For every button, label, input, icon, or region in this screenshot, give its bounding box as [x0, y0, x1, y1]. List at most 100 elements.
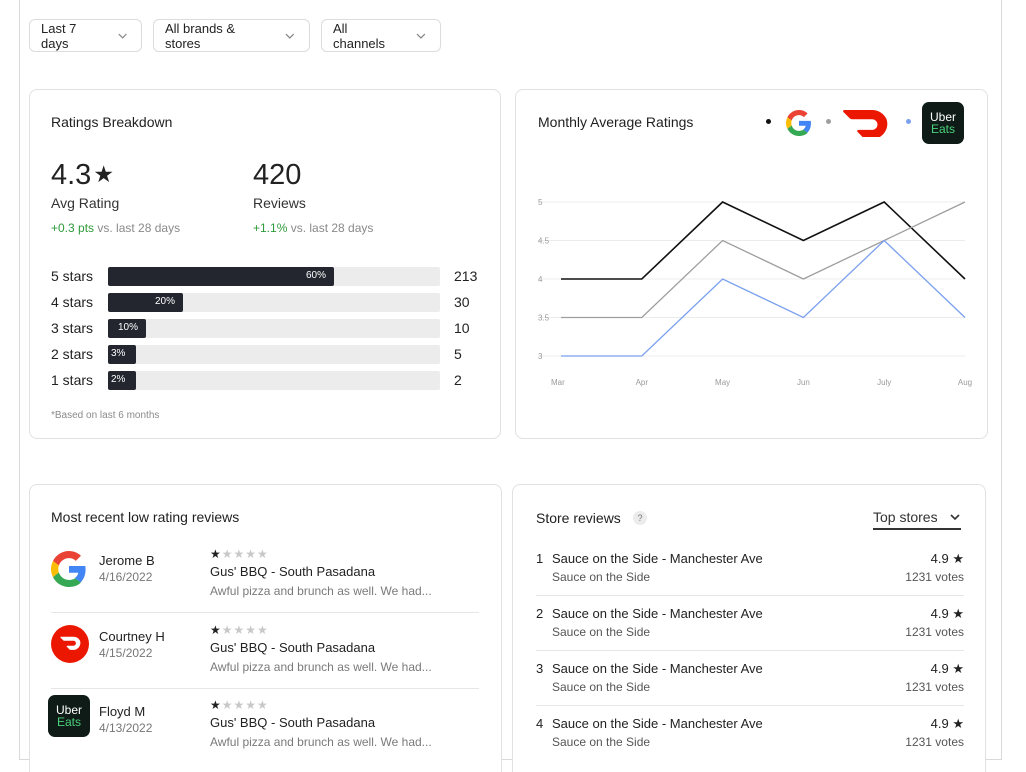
review-store: Gus' BBQ - South Pasadana: [210, 715, 376, 730]
avg-rating-delta: +0.3 pts vs. last 28 days: [51, 221, 180, 235]
x-tick-label: Jun: [797, 378, 810, 387]
x-tick-label: Mar: [551, 378, 565, 387]
store-score: 4.9 ★: [930, 551, 964, 566]
rating-bar-fill: [108, 370, 136, 390]
review-stars: ★★★★★: [210, 698, 269, 712]
ubereats-logo-top: Uber: [929, 110, 956, 124]
chevron-down-icon: [118, 33, 127, 39]
y-tick-label: 3.5: [538, 314, 550, 323]
rating-bar-row: 3 stars 10% 10: [51, 318, 481, 338]
store-row[interactable]: 2 Sauce on the Side - Manchester Ave Sau…: [513, 606, 987, 661]
rating-bar-track: 2%: [108, 370, 440, 390]
reviewer-name: Floyd M: [99, 704, 146, 719]
monthly-average-ratings-title: Monthly Average Ratings: [538, 114, 694, 130]
y-tick-label: 5: [538, 198, 543, 207]
star-empty-icons: ★★★★: [221, 623, 269, 637]
google-logo-icon: [51, 551, 86, 587]
divider: [51, 688, 479, 689]
ubereats-logo-bottom: Eats: [930, 122, 955, 136]
review-item[interactable]: Jerome B 4/16/2022 ★★★★★ Gus' BBQ - Sout…: [30, 547, 503, 625]
legend-dot-google: [766, 119, 771, 124]
store-row[interactable]: 3 Sauce on the Side - Manchester Ave Sau…: [513, 661, 987, 716]
store-rank: 4: [536, 716, 544, 731]
review-item[interactable]: Uber Eats Floyd M 4/13/2022 ★★★★★ Gus' B…: [30, 695, 503, 772]
review-store: Gus' BBQ - South Pasadana: [210, 564, 376, 579]
footnote: *Based on last 6 months: [51, 410, 160, 421]
ubereats-logo-icon: Uber Eats: [922, 102, 964, 144]
store-rank: 3: [536, 661, 544, 676]
store-row[interactable]: 4 Sauce on the Side - Manchester Ave Sau…: [513, 716, 987, 771]
help-icon[interactable]: ?: [633, 511, 647, 525]
reviews-delta: +1.1% vs. last 28 days: [253, 221, 373, 235]
chevron-down-icon: [285, 33, 295, 39]
rating-bar-count: 30: [454, 294, 470, 310]
channels-label: All channels: [333, 20, 386, 51]
rating-bar-label: 2 stars: [51, 346, 94, 362]
filter-bar: Last 7 days All brands & stores All chan…: [29, 19, 441, 52]
reviews-delta-value: +1.1%: [253, 221, 288, 235]
top-stores-dropdown[interactable]: Top stores: [873, 509, 961, 530]
avg-rating-number: 4.3: [51, 159, 92, 191]
rating-bar-fill: [108, 292, 183, 312]
rating-bar-count: 2: [454, 372, 462, 388]
review-stars: ★★★★★: [210, 547, 269, 561]
low-rating-reviews-card: Most recent low rating reviews Jerome B …: [29, 484, 502, 772]
divider: [536, 595, 964, 596]
ubereats-logo-top: Uber: [55, 703, 82, 717]
y-tick-label: 4.5: [538, 237, 550, 246]
top-stores-label: Top stores: [873, 509, 938, 525]
series-line-google: [561, 201, 966, 280]
store-score: 4.9 ★: [930, 606, 964, 621]
legend-dot-ubereats: [906, 119, 911, 124]
store-brand: Sauce on the Side: [552, 735, 651, 749]
store-name: Sauce on the Side - Manchester Ave: [552, 716, 763, 731]
avg-rating-delta-suffix: vs. last 28 days: [97, 221, 181, 235]
star-filled-icon: ★: [210, 623, 222, 637]
brands-stores-dropdown[interactable]: All brands & stores: [153, 19, 310, 52]
ratings-line-chart: 3 3.5 4 4.5 5 Mar Apr May Jun July Aug: [538, 198, 972, 387]
chevron-down-icon: [950, 514, 960, 521]
google-logo-icon: [786, 110, 811, 136]
rating-bar-percent: 2%: [111, 373, 126, 385]
store-name: Sauce on the Side - Manchester Ave: [552, 661, 763, 676]
store-brand: Sauce on the Side: [552, 680, 651, 694]
store-reviews-title: Store reviews: [536, 510, 621, 526]
avg-rating-label: Avg Rating: [51, 195, 120, 211]
store-brand: Sauce on the Side: [552, 570, 651, 584]
x-tick-label: July: [877, 378, 891, 387]
channels-dropdown[interactable]: All channels: [321, 19, 441, 52]
y-tick-label: 3: [538, 352, 543, 361]
ratings-breakdown-card: Ratings Breakdown 4.3★ Avg Rating +0.3 p…: [29, 89, 501, 439]
ubereats-logo-bottom: Eats: [56, 715, 81, 729]
store-name: Sauce on the Side - Manchester Ave: [552, 551, 763, 566]
rating-bar-track: 10%: [108, 318, 440, 338]
date-range-label: Last 7 days: [41, 20, 77, 51]
review-date: 4/15/2022: [99, 646, 153, 660]
rating-bar-percent: 20%: [154, 295, 175, 307]
y-tick-label: 4: [538, 275, 543, 284]
doordash-logo-icon: [51, 625, 89, 663]
doordash-logo-icon: [843, 110, 888, 137]
review-store: Gus' BBQ - South Pasadana: [210, 640, 376, 655]
reviews-count: 420: [253, 159, 302, 191]
rating-bar-row: 4 stars 20% 30: [51, 292, 481, 312]
rating-bar-count: 10: [454, 320, 470, 336]
monthly-average-ratings-card: Monthly Average Ratings Uber Eats 3 3.5 4 4…: [515, 89, 988, 439]
reviewer-name: Jerome B: [99, 553, 155, 568]
store-row[interactable]: 1 Sauce on the Side - Manchester Ave Sau…: [513, 551, 987, 606]
store-votes: 1231 votes: [905, 625, 964, 639]
avg-rating-delta-value: +0.3 pts: [51, 221, 95, 235]
rating-bar-fill: [108, 344, 136, 364]
rating-bar-percent: 3%: [111, 347, 126, 359]
review-item[interactable]: Courtney H 4/15/2022 ★★★★★ Gus' BBQ - So…: [30, 623, 503, 701]
store-name: Sauce on the Side - Manchester Ave: [552, 606, 763, 621]
store-score: 4.9 ★: [930, 716, 964, 731]
review-text: Awful pizza and brunch as well. We had..…: [210, 660, 432, 674]
star-icon: ★: [93, 161, 114, 187]
rating-bar-count: 213: [454, 268, 478, 284]
date-range-dropdown[interactable]: Last 7 days: [29, 19, 142, 52]
rating-bar-label: 5 stars: [51, 268, 94, 284]
reviewer-name: Courtney H: [99, 629, 165, 644]
reviews-label: Reviews: [253, 195, 306, 211]
rating-bar-label: 3 stars: [51, 320, 94, 336]
